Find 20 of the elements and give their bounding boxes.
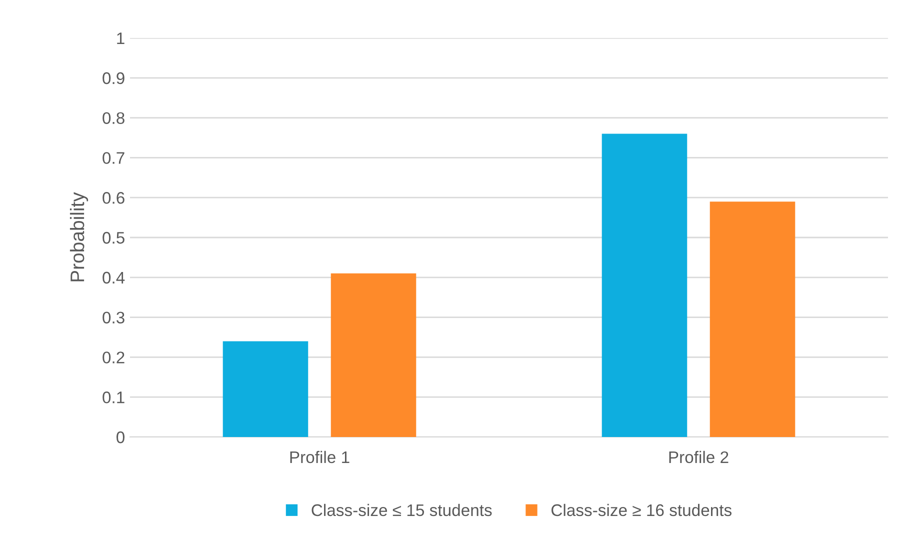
y-tick-label: 0.5 (102, 232, 124, 244)
bar (710, 202, 796, 437)
y-tick-label: 0.6 (102, 192, 124, 204)
y-axis-title: Probability (70, 192, 88, 282)
y-tick-label: 0 (116, 431, 124, 444)
x-tick-label: Profile 1 (290, 450, 350, 464)
y-tick-label: 0.7 (102, 152, 124, 164)
legend-label: Class-size ≤ 15 students (312, 504, 492, 516)
y-tick-label: 1 (117, 32, 124, 44)
y-tick-label: 0.9 (102, 72, 124, 84)
y-tick-label: 0.4 (102, 272, 125, 284)
bar (222, 341, 308, 437)
y-tick-label: 0.1 (102, 392, 124, 404)
x-tick-label: Profile 2 (669, 450, 728, 464)
legend-label: Class-size ≥ 16 students (552, 504, 732, 516)
bar (602, 134, 688, 437)
y-tick-label: 0.2 (102, 352, 124, 364)
bar (330, 273, 416, 437)
y-tick-label: 0.8 (102, 112, 124, 124)
y-tick-label: 0.3 (102, 312, 124, 324)
